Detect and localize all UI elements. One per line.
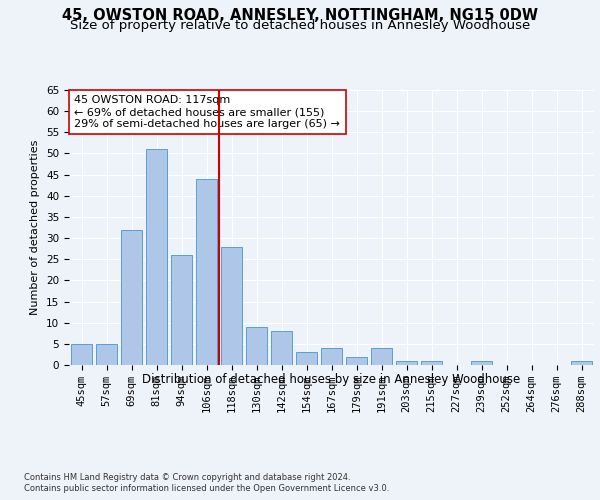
Bar [471, 361, 492, 365]
Text: Distribution of detached houses by size in Annesley Woodhouse: Distribution of detached houses by size … [142, 372, 520, 386]
Text: 45 OWSTON ROAD: 117sqm
← 69% of detached houses are smaller (155)
29% of semi-de: 45 OWSTON ROAD: 117sqm ← 69% of detached… [74, 96, 340, 128]
Text: Size of property relative to detached houses in Annesley Woodhouse: Size of property relative to detached ho… [70, 18, 530, 32]
Y-axis label: Number of detached properties: Number of detached properties [31, 140, 40, 315]
Bar [396, 361, 417, 365]
Bar [71, 344, 92, 365]
Bar [346, 356, 367, 365]
Bar [321, 348, 342, 365]
Bar [421, 361, 442, 365]
Bar [196, 179, 217, 365]
Bar [121, 230, 142, 365]
Bar [146, 149, 167, 365]
Bar [296, 352, 317, 365]
Bar [96, 344, 117, 365]
Bar [571, 361, 592, 365]
Text: Contains public sector information licensed under the Open Government Licence v3: Contains public sector information licen… [24, 484, 389, 493]
Bar [221, 246, 242, 365]
Bar [271, 331, 292, 365]
Text: Contains HM Land Registry data © Crown copyright and database right 2024.: Contains HM Land Registry data © Crown c… [24, 472, 350, 482]
Bar [246, 327, 267, 365]
Bar [171, 255, 192, 365]
Bar [371, 348, 392, 365]
Text: 45, OWSTON ROAD, ANNESLEY, NOTTINGHAM, NG15 0DW: 45, OWSTON ROAD, ANNESLEY, NOTTINGHAM, N… [62, 8, 538, 22]
